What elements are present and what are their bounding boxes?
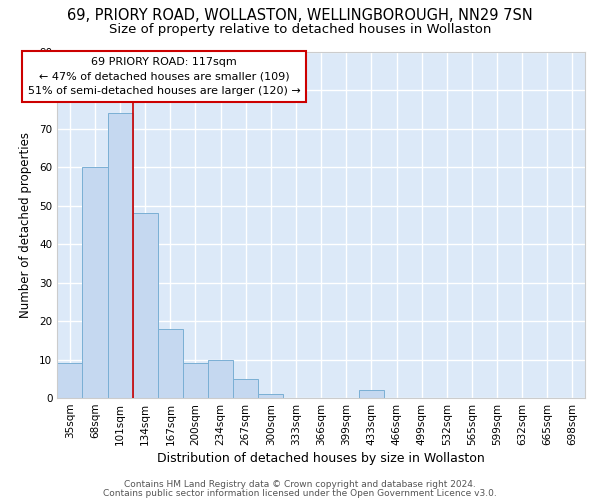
Bar bbox=[208, 360, 233, 398]
Bar bbox=[359, 390, 384, 398]
Bar bbox=[259, 394, 283, 398]
Bar bbox=[57, 364, 82, 398]
X-axis label: Distribution of detached houses by size in Wollaston: Distribution of detached houses by size … bbox=[157, 452, 485, 465]
Bar bbox=[183, 364, 208, 398]
Bar bbox=[133, 213, 158, 398]
Bar bbox=[107, 113, 133, 398]
Text: Contains public sector information licensed under the Open Government Licence v3: Contains public sector information licen… bbox=[103, 489, 497, 498]
Y-axis label: Number of detached properties: Number of detached properties bbox=[19, 132, 32, 318]
Text: Size of property relative to detached houses in Wollaston: Size of property relative to detached ho… bbox=[109, 22, 491, 36]
Text: 69, PRIORY ROAD, WOLLASTON, WELLINGBOROUGH, NN29 7SN: 69, PRIORY ROAD, WOLLASTON, WELLINGBOROU… bbox=[67, 8, 533, 22]
Text: 69 PRIORY ROAD: 117sqm
← 47% of detached houses are smaller (109)
51% of semi-de: 69 PRIORY ROAD: 117sqm ← 47% of detached… bbox=[28, 56, 301, 96]
Bar bbox=[82, 167, 107, 398]
Bar bbox=[233, 379, 259, 398]
Text: Contains HM Land Registry data © Crown copyright and database right 2024.: Contains HM Land Registry data © Crown c… bbox=[124, 480, 476, 489]
Bar bbox=[158, 329, 183, 398]
